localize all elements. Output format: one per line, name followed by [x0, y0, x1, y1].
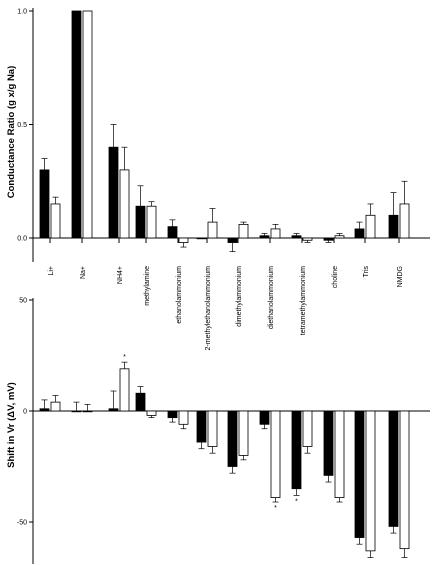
bottom-significance-marker: * — [274, 505, 277, 512]
category-label: NH4+ — [117, 266, 124, 284]
top-bar — [354, 228, 365, 239]
bottom-bar — [146, 410, 157, 416]
bottom-significance-marker: * — [123, 354, 126, 361]
top-bar — [71, 10, 82, 239]
top-bar — [207, 221, 218, 239]
top-bar — [119, 169, 130, 239]
bottom-bar — [354, 410, 365, 538]
bottom-bar — [399, 410, 410, 550]
top-y-tick-label: 0.0 — [17, 236, 27, 243]
bottom-chart: Shift in Vr (ΔV, mV) 50 0 -50 * * * — [6, 298, 430, 564]
bottom-bar — [196, 410, 207, 443]
top-bar — [399, 203, 410, 239]
category-label: tetramethylammonium — [300, 266, 307, 335]
top-bar — [167, 226, 178, 239]
bottom-bars: * * * — [39, 354, 410, 558]
top-bar — [291, 235, 302, 239]
bottom-significance-marker: * — [295, 498, 298, 505]
top-bar — [146, 205, 157, 239]
bottom-bar — [135, 392, 146, 412]
bottom-bar — [119, 368, 130, 412]
bottom-bar — [167, 410, 178, 419]
top-bar — [196, 237, 207, 240]
bottom-bar — [39, 408, 50, 412]
top-bar — [39, 169, 50, 239]
bottom-bar — [238, 410, 249, 456]
top-y-tick-label: 0.5 — [17, 122, 27, 129]
bottom-bar — [302, 410, 313, 447]
bottom-y-tick-label: 50 — [19, 298, 27, 305]
category-label: Li+ — [48, 266, 55, 276]
top-bar — [365, 214, 376, 239]
bottom-bar — [71, 410, 82, 413]
category-label: 2-methylethanolammonium — [205, 266, 212, 351]
category-label: dimethylammonium — [236, 266, 243, 327]
bottom-bar — [365, 410, 376, 552]
category-label: methylamine — [144, 266, 151, 306]
bottom-y-axis-title: Shift in Vr (ΔV, mV) — [6, 382, 17, 468]
top-bars — [39, 10, 410, 252]
category-label: diethanolammonium — [268, 266, 275, 329]
top-bar — [238, 223, 249, 239]
top-bar — [135, 205, 146, 239]
top-bar — [50, 203, 61, 239]
category-labels: Li+ Na+ NH4+ methylamine ethanolammonium 2-me… — [48, 266, 404, 351]
top-bar — [388, 214, 399, 239]
bottom-bar — [270, 410, 281, 498]
bottom-bar — [50, 401, 61, 412]
top-bar — [108, 146, 119, 239]
bottom-bar — [108, 408, 119, 412]
category-label: choline — [332, 266, 339, 288]
bottom-bar — [227, 410, 238, 467]
top-bar — [178, 237, 189, 243]
top-bar — [259, 235, 270, 239]
bottom-y-tick-label: -50 — [17, 520, 27, 527]
bottom-bar — [388, 410, 399, 527]
bottom-y-tick-label: 0 — [23, 409, 27, 416]
category-label: Tris — [363, 266, 370, 278]
top-bar — [82, 10, 93, 239]
top-bar — [270, 228, 281, 239]
bottom-bar — [291, 410, 302, 490]
bottom-bar — [334, 410, 345, 498]
top-bar — [302, 237, 313, 241]
top-bar — [334, 235, 345, 239]
category-label: Na+ — [80, 266, 87, 279]
bottom-bar — [323, 410, 334, 476]
bottom-bar — [178, 410, 189, 425]
top-y-tick-label: 1.0 — [17, 9, 27, 16]
top-y-axis-title: Conductance Ratio (g x/g Na) — [6, 66, 17, 198]
bottom-bar — [259, 410, 270, 425]
category-label: NMDG — [397, 266, 404, 287]
bottom-bar — [207, 410, 218, 447]
bottom-bar — [82, 410, 93, 413]
top-bar — [227, 237, 238, 243]
top-chart: Conductance Ratio (g x/g Na) 0.0 0.5 1.0 L… — [6, 8, 430, 350]
top-bar — [323, 237, 334, 241]
category-label: ethanolammonium — [176, 266, 183, 324]
